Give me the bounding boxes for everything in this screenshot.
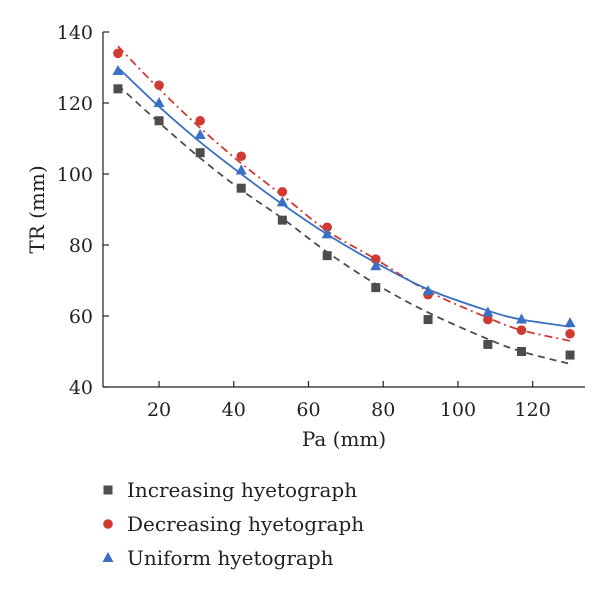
data-points — [112, 48, 576, 360]
y-tick-label: 40 — [69, 377, 93, 399]
y-axis-label: TR (mm) — [25, 165, 49, 253]
data-point-series-3 — [422, 285, 434, 296]
data-point-series-2 — [516, 325, 527, 336]
data-point-series-1 — [322, 251, 332, 261]
data-point-series-3 — [370, 260, 382, 271]
x-tick-label: 60 — [296, 399, 320, 421]
data-point-series-1 — [516, 347, 526, 356]
data-point-series-1 — [113, 84, 123, 94]
y-tick-label: 80 — [69, 235, 93, 257]
x-tick-label: 20 — [147, 399, 171, 421]
plot-area — [102, 32, 585, 388]
x-tick-label: 40 — [222, 399, 246, 421]
data-point-series-3 — [321, 228, 333, 239]
data-point-series-2 — [277, 186, 288, 197]
data-point-series-3 — [482, 306, 494, 317]
data-point-series-2 — [236, 151, 247, 162]
legend-label-2: Decreasing hyetograph — [127, 512, 364, 536]
data-point-series-2 — [565, 328, 575, 339]
data-point-series-2 — [154, 80, 164, 91]
data-point-series-3 — [153, 97, 165, 107]
data-point-series-3 — [276, 196, 288, 207]
data-point-series-1 — [483, 339, 493, 349]
y-tick-label: 100 — [57, 164, 93, 186]
legend-label-3: Uniform hyetograph — [127, 546, 334, 570]
data-point-series-3 — [515, 313, 527, 324]
data-point-series-2 — [195, 115, 205, 126]
data-point-series-3 — [235, 164, 247, 175]
data-point-series-1 — [565, 350, 575, 360]
data-point-series-2 — [113, 48, 123, 59]
y-tick-label: 60 — [69, 306, 93, 328]
data-point-series-2 — [483, 314, 493, 325]
data-point-series-2 — [322, 222, 332, 233]
data-point-series-1 — [236, 183, 246, 193]
legend: Increasing hyetograph Decreasing hyetogra… — [102, 478, 364, 570]
data-point-series-3 — [194, 128, 206, 139]
y-tick-label: 120 — [57, 93, 93, 115]
data-point-series-1 — [371, 283, 381, 293]
fit-curve-series-1 — [117, 84, 571, 365]
data-point-series-1 — [423, 315, 433, 325]
legend-marker-1 — [103, 485, 113, 495]
x-tick-label: 80 — [371, 399, 395, 421]
data-point-series-1 — [277, 215, 287, 225]
legend-marker-3 — [102, 552, 114, 562]
data-point-series-3 — [564, 317, 576, 328]
fit-curve-series-3 — [117, 66, 571, 328]
fit-curve-series-2 — [117, 45, 571, 342]
fit-curves — [117, 45, 571, 365]
legend-marker-2 — [103, 519, 113, 529]
y-tick-label: 140 — [57, 22, 93, 44]
x-tick-label: 120 — [515, 399, 551, 421]
legend-label-1: Increasing hyetograph — [127, 478, 357, 502]
x-axis-label: Pa (mm) — [302, 427, 386, 451]
data-point-series-1 — [195, 148, 205, 158]
axis-ticks: 20 40 60 80 100 120 40 60 80 100 120 140 — [57, 22, 551, 421]
data-point-series-1 — [154, 116, 164, 126]
data-point-series-3 — [112, 65, 124, 76]
data-point-series-2 — [370, 254, 381, 264]
x-tick-label: 100 — [440, 399, 476, 421]
